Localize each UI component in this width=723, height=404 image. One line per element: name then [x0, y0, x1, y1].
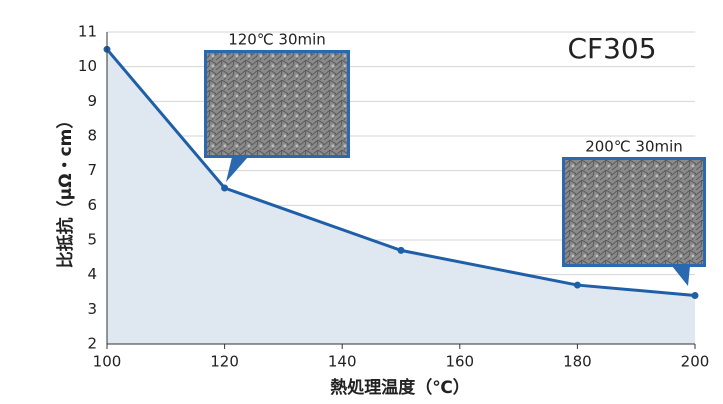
plot-area: 2 3 4 5 6 7 8 9 10 11 100 120 140 160 180 200	[78, 23, 709, 371]
y-tick-label: 7	[87, 161, 97, 179]
x-tick-label: 160	[445, 353, 474, 371]
y-tick-label: 8	[87, 127, 97, 145]
x-tick-label: 140	[328, 353, 357, 371]
point	[691, 291, 699, 299]
y-axis-label: 比抵抗（μΩ・cm）	[55, 112, 76, 269]
area	[107, 49, 695, 344]
x-tick-label: 120	[210, 353, 239, 371]
point	[221, 184, 229, 192]
y-tick-label: 11	[78, 23, 97, 41]
x-tick-label: 200	[681, 353, 710, 371]
annotation: 200℃ 30min	[585, 138, 683, 156]
series-label: CF305	[567, 32, 656, 65]
x-axis-label: 熱処理温度（℃）	[330, 377, 470, 398]
sem-image-2	[562, 157, 706, 286]
y-tick-label: 6	[87, 196, 97, 214]
y-tick-label: 4	[87, 265, 97, 283]
point	[397, 246, 405, 254]
y-tick-label: 3	[87, 300, 97, 318]
y-tick-label: 10	[78, 57, 97, 75]
x-tick-label: 180	[563, 353, 592, 371]
y-tick-label: 9	[87, 92, 97, 110]
y-tick-label: 2	[87, 335, 97, 353]
x-tick-label: 100	[93, 353, 122, 371]
annotation: 120℃ 30min	[228, 31, 326, 49]
point	[573, 281, 581, 289]
y-tick-label: 5	[87, 231, 97, 249]
sem-image-1	[204, 50, 350, 182]
